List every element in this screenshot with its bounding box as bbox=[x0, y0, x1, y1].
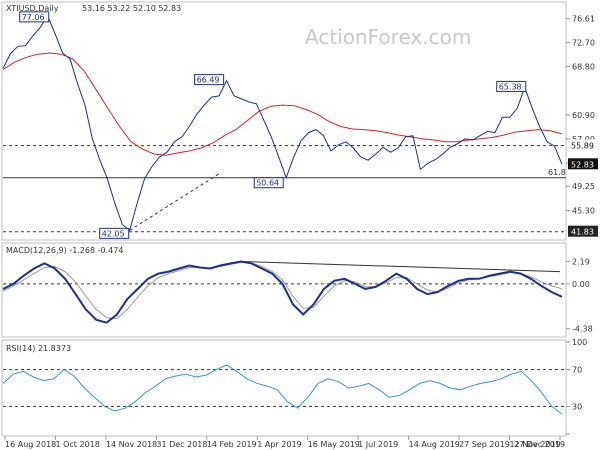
price-tick-label: 68.80 bbox=[572, 62, 595, 71]
price-callouts: 77.06 42.05 66.49 50.64 65.38 61.8 55.89 52.83 4… bbox=[19, 11, 598, 239]
rsi-tick-label: 70 bbox=[572, 366, 582, 375]
high-callout-label-box bbox=[19, 11, 50, 23]
rsi-line bbox=[2, 364, 563, 415]
april-high-callout-label-box bbox=[194, 74, 225, 86]
dec-high-callout-label-box bbox=[496, 80, 527, 92]
macd-tick-label: 0.00 bbox=[572, 280, 590, 289]
x-tick-label: 14 Feb 2019 bbox=[207, 440, 257, 449]
price-tick-label: 49.25 bbox=[572, 182, 595, 191]
x-tick-label: 14 Nov 2018 bbox=[106, 440, 157, 449]
x-tick-label: 12 Nov 2019 bbox=[510, 440, 561, 449]
price-panel-frame bbox=[1, 1, 567, 241]
rsi-tick-label: 100 bbox=[572, 338, 587, 347]
rsi-panel-frame bbox=[1, 339, 567, 437]
symbol-label: XTIUSD,Daily bbox=[6, 4, 59, 13]
macd-trend-line bbox=[241, 260, 561, 273]
low-callout-label: 42.05 bbox=[102, 229, 125, 238]
high-callout-label: 77.06 bbox=[22, 13, 45, 22]
macd-axis: 2.19 0.00 -4.38 bbox=[566, 257, 593, 334]
close-price-tag: 52.83 bbox=[571, 160, 594, 169]
x-tick-label: 1 Oct 2018 bbox=[55, 440, 99, 449]
price-tick-label: 60.90 bbox=[572, 111, 595, 120]
x-tick-label: 14 Aug 2019 bbox=[409, 440, 460, 449]
x-tick-label: 1 Apr 2019 bbox=[257, 440, 301, 449]
may-low-callout-label-box bbox=[253, 177, 284, 189]
macd-line bbox=[2, 260, 563, 324]
level-41-83-tag-bg bbox=[568, 225, 598, 237]
x-tick-label: 27 Dec 2019 bbox=[514, 440, 565, 449]
rsi-tick-label: 30 bbox=[572, 402, 582, 411]
close-price-tag-bg bbox=[568, 158, 598, 170]
rsi-label: RSI(14) 21.8373 bbox=[6, 344, 71, 353]
level-55-89-tag-bg bbox=[568, 139, 598, 151]
dec-high-callout-label: 65.38 bbox=[499, 82, 522, 91]
price-levels bbox=[3, 145, 566, 233]
price-tick-label: 57.00 bbox=[572, 135, 595, 144]
x-tick-label: 31 Dec 2018 bbox=[156, 440, 207, 449]
price-tick-label: 72.70 bbox=[572, 39, 595, 48]
price-line bbox=[2, 14, 563, 232]
watermark-text: ActionForex.com bbox=[305, 25, 471, 49]
price-tick-label: 76.61 bbox=[572, 15, 595, 24]
april-high-callout-label: 66.49 bbox=[197, 76, 220, 85]
macd-label: MACD(12,26,9) -1.268 -0.474 bbox=[6, 246, 123, 255]
ohlc-label: 53.16 53.22 52.10 52.83 bbox=[82, 4, 181, 13]
x-tick-label: 1 Jul 2019 bbox=[358, 440, 398, 449]
macd-plot bbox=[2, 260, 566, 324]
x-tick-label: 27 Sep 2019 bbox=[459, 440, 510, 449]
fib-61-8-label: 61.8 bbox=[548, 168, 566, 177]
moving-average-line bbox=[2, 52, 563, 156]
may-low-callout-label: 50.64 bbox=[256, 179, 279, 188]
price-plot bbox=[2, 14, 563, 232]
macd-tick-label: -4.38 bbox=[572, 325, 593, 334]
x-tick-label: 16 Aug 2018 bbox=[5, 440, 56, 449]
macd-panel-frame bbox=[1, 242, 567, 338]
level-41-83-tag: 41.83 bbox=[571, 228, 594, 237]
macd-tick-label: 2.19 bbox=[572, 257, 590, 266]
level-55-89-tag: 55.89 bbox=[571, 142, 594, 151]
x-tick-label: 16 May 2019 bbox=[308, 440, 360, 449]
price-tick-label: 45.30 bbox=[572, 206, 595, 215]
rsi-axis: 100 70 30 bbox=[566, 338, 587, 435]
x-axis: 16 Aug 2018 1 Oct 2018 14 Nov 2018 31 Dec 2… bbox=[4, 436, 565, 449]
low-callout-label-box bbox=[99, 227, 130, 239]
rsi-plot bbox=[2, 364, 566, 415]
